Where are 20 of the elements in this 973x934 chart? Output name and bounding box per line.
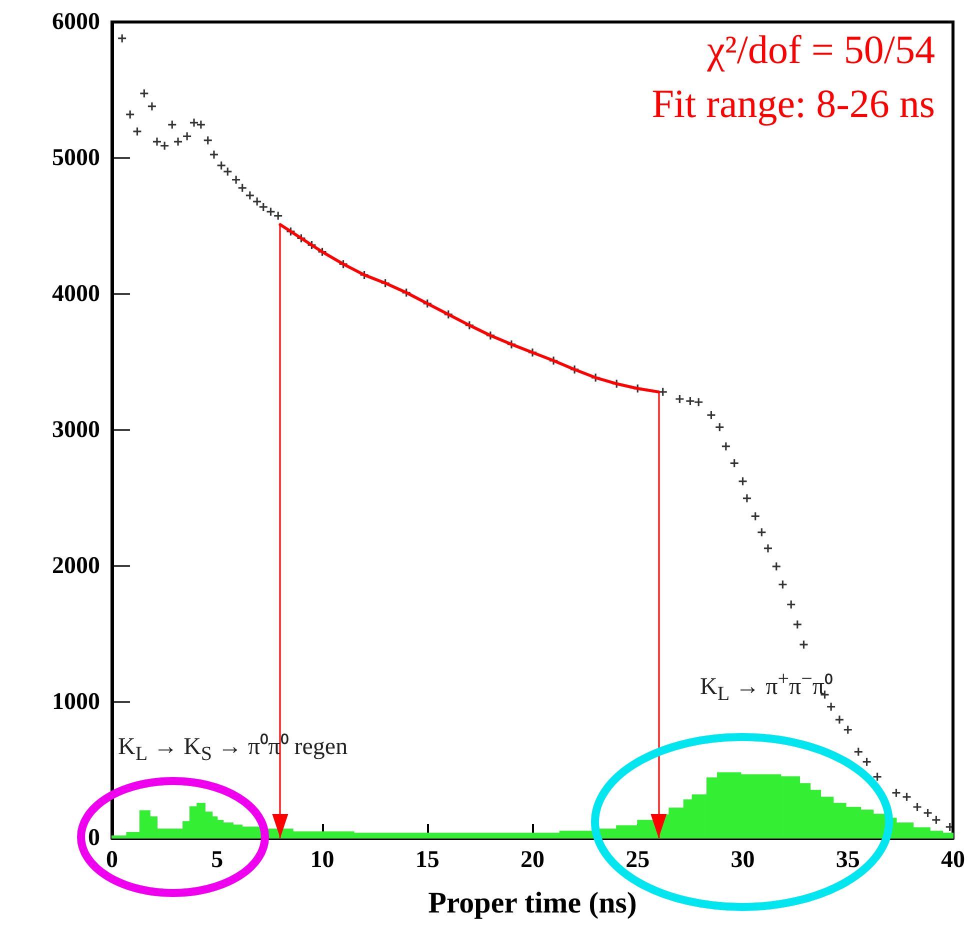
x-tick-label: 20 xyxy=(520,847,544,873)
annotation: Fit range: 8-26 ns xyxy=(652,80,935,127)
y-tick-label: 0 xyxy=(88,825,100,851)
x-tick-label: 35 xyxy=(836,847,860,873)
y-tick-label: 6000 xyxy=(52,9,100,35)
annotation: χ²/dof = 50/54 xyxy=(707,26,935,73)
x-tick-label: 5 xyxy=(211,847,224,873)
y-tick-label: 5000 xyxy=(52,145,100,171)
y-tick-label: 4000 xyxy=(52,281,100,307)
annotation: K$_{L}$ → π$^{+}$π$^{−}$π⁰ xyxy=(700,668,832,706)
x-tick-label: 30 xyxy=(730,847,755,873)
y-tick-label: 2000 xyxy=(52,553,100,579)
x-tick-label: 10 xyxy=(310,847,334,873)
x-tick-label: 0 xyxy=(106,847,118,873)
y-tick-label: 3000 xyxy=(52,417,100,443)
x-tick-label: 40 xyxy=(941,847,965,873)
y-tick-label: 1000 xyxy=(52,689,100,715)
x-axis-title: Proper time (ns) xyxy=(428,886,637,920)
x-tick-label: 25 xyxy=(626,847,650,873)
x-tick-label: 15 xyxy=(415,847,440,873)
